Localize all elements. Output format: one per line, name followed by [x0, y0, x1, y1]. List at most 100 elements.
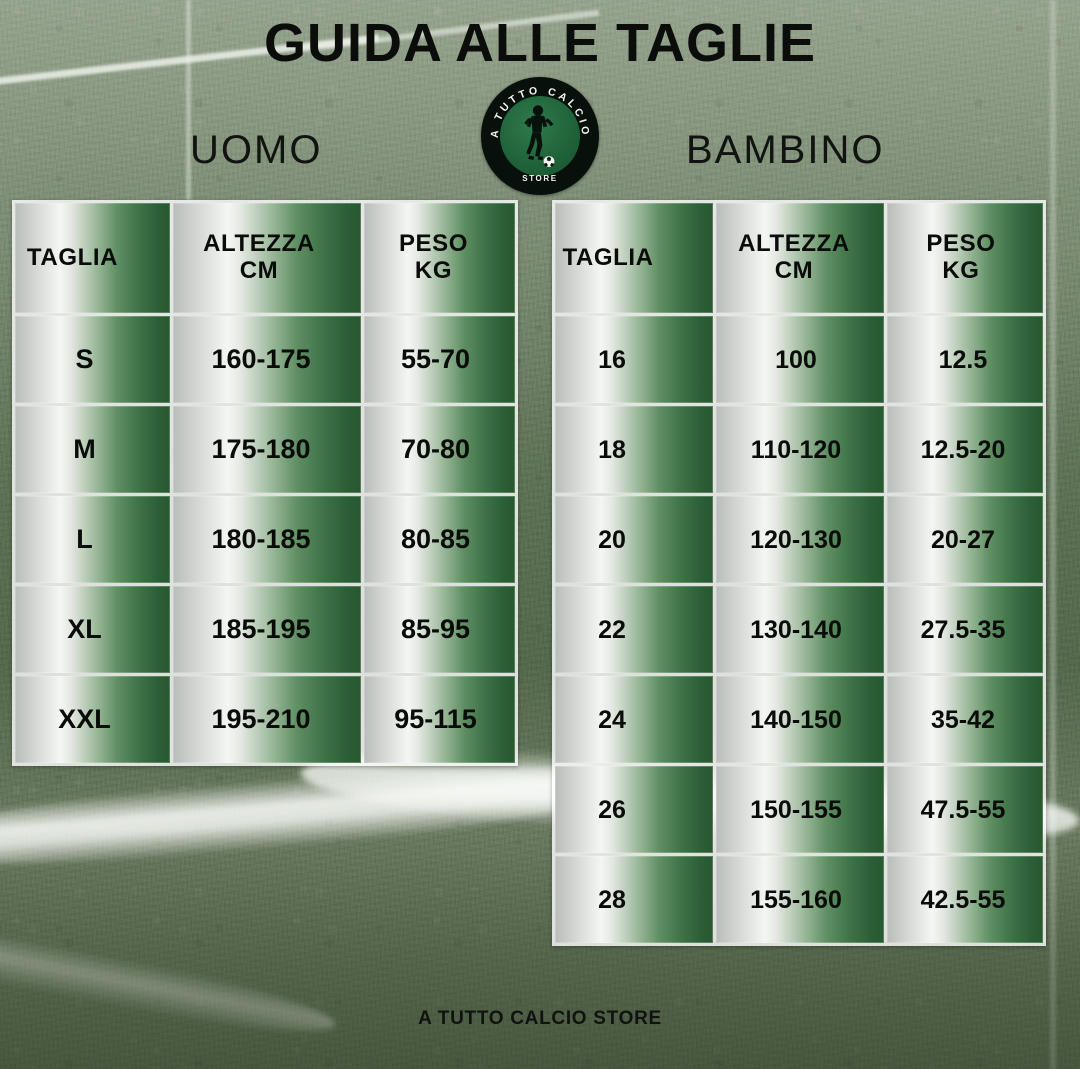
- column-header-altezza-unit: CM: [239, 257, 279, 284]
- pitch-line-vertical-right: [1050, 0, 1056, 1069]
- value-peso: 35-42: [930, 705, 995, 734]
- soccer-player-icon: [524, 105, 555, 167]
- cell-altezza: 140-150: [716, 676, 884, 763]
- cell-peso: 27.5-35: [886, 586, 1043, 673]
- cell-taglia: S: [15, 316, 170, 403]
- cell-altezza: 180-185: [173, 496, 361, 583]
- value-peso: 70-80: [400, 434, 471, 465]
- value-taglia: XL: [67, 614, 102, 645]
- column-header-peso-label: PESO: [398, 230, 469, 258]
- value-taglia: M: [73, 434, 96, 465]
- column-header-altezza-label: ALTEZZA: [203, 230, 315, 258]
- cell-peso: 55-70: [364, 316, 515, 403]
- logo-store-text: STORE: [522, 174, 557, 183]
- column-header-taglia-label: TAGLIA: [26, 243, 119, 271]
- cell-taglia: 28: [555, 856, 714, 943]
- cell-altezza: 120-130: [716, 496, 884, 583]
- cell-taglia: M: [15, 406, 170, 493]
- cell-altezza: 155-160: [716, 856, 884, 943]
- value-altezza: 110-120: [750, 435, 842, 464]
- table-row: 16 100 12.5: [555, 316, 1043, 403]
- value-taglia: S: [75, 344, 94, 375]
- cell-peso: 42.5-55: [886, 856, 1043, 943]
- cell-peso: 12.5-20: [886, 406, 1043, 493]
- cell-peso: 20-27: [886, 496, 1043, 583]
- value-peso: 12.5: [938, 345, 988, 374]
- cell-taglia: L: [15, 496, 170, 583]
- cell-peso: 70-80: [364, 406, 515, 493]
- cell-peso: 95-115: [364, 676, 515, 763]
- table-row: L 180-185 80-85: [15, 496, 515, 583]
- value-peso: 12.5-20: [920, 435, 1006, 464]
- table-header-row: TAGLIA ALTEZZA CM PESO KG: [15, 203, 515, 313]
- value-taglia: 22: [598, 615, 626, 644]
- table-row: S 160-175 55-70: [15, 316, 515, 403]
- value-altezza: 180-185: [211, 524, 311, 555]
- column-header-altezza: ALTEZZA CM: [173, 203, 361, 313]
- column-header-altezza-unit: CM: [774, 257, 814, 284]
- column-header-altezza: ALTEZZA CM: [716, 203, 884, 313]
- value-altezza: 160-175: [211, 344, 311, 375]
- cell-taglia: 26: [555, 766, 714, 853]
- value-taglia: XXL: [58, 704, 111, 735]
- section-heading-uomo: UOMO: [190, 128, 323, 172]
- value-taglia: 18: [598, 435, 626, 464]
- value-altezza: 175-180: [211, 434, 311, 465]
- column-header-taglia: TAGLIA: [555, 203, 714, 313]
- cell-peso: 85-95: [364, 586, 515, 673]
- value-peso: 85-95: [400, 614, 471, 645]
- cell-altezza: 175-180: [173, 406, 361, 493]
- column-header-altezza-label: ALTEZZA: [738, 230, 850, 258]
- logo-graphics: A TUTTO CALCIO STORE: [489, 85, 588, 183]
- table-header-row: TAGLIA ALTEZZA CM PESO KG: [555, 203, 1043, 313]
- page-title: GUIDA ALLE TAGLIE: [264, 13, 816, 73]
- value-peso: 42.5-55: [920, 885, 1006, 914]
- column-header-peso: PESO KG: [886, 203, 1043, 313]
- value-peso: 55-70: [400, 344, 471, 375]
- value-taglia: 26: [598, 795, 626, 824]
- value-altezza: 140-150: [750, 705, 842, 734]
- value-taglia: 20: [598, 525, 626, 554]
- value-altezza: 100: [775, 345, 817, 374]
- cell-taglia: 16: [555, 316, 714, 403]
- pitch-line-vertical-left: [186, 0, 191, 200]
- size-table-uomo: TAGLIA ALTEZZA CM PESO KG S 160-175 55-70 …: [12, 200, 518, 766]
- cell-taglia: 22: [555, 586, 714, 673]
- value-taglia: 24: [598, 705, 626, 734]
- footer-brand-text: A TUTTO CALCIO STORE: [418, 1008, 662, 1029]
- cell-peso: 12.5: [886, 316, 1043, 403]
- value-altezza: 150-155: [750, 795, 842, 824]
- value-altezza: 185-195: [211, 614, 311, 645]
- cell-altezza: 195-210: [173, 676, 361, 763]
- column-header-taglia-label: TAGLIA: [562, 243, 654, 271]
- table-row: 22 130-140 27.5-35: [555, 586, 1043, 673]
- column-header-peso-label: PESO: [926, 230, 996, 258]
- cell-altezza: 130-140: [716, 586, 884, 673]
- brand-logo-badge: A TUTTO CALCIO STORE: [481, 77, 599, 195]
- value-peso: 80-85: [400, 524, 471, 555]
- size-table-bambino: TAGLIA ALTEZZA CM PESO KG 16 100 12.5 18 1…: [552, 200, 1046, 946]
- cell-taglia: XXL: [15, 676, 170, 763]
- column-header-peso-unit: KG: [414, 257, 453, 284]
- column-header-peso-unit: KG: [942, 257, 980, 284]
- cell-peso: 47.5-55: [886, 766, 1043, 853]
- value-altezza: 120-130: [750, 525, 842, 554]
- column-header-peso: PESO KG: [364, 203, 515, 313]
- table-row: XXL 195-210 95-115: [15, 676, 515, 763]
- value-peso: 27.5-35: [920, 615, 1006, 644]
- value-peso: 47.5-55: [920, 795, 1006, 824]
- column-header-taglia: TAGLIA: [15, 203, 170, 313]
- value-altezza: 195-210: [211, 704, 311, 735]
- value-taglia: L: [76, 524, 93, 555]
- table-row: 26 150-155 47.5-55: [555, 766, 1043, 853]
- value-peso: 95-115: [394, 704, 477, 735]
- cell-altezza: 160-175: [173, 316, 361, 403]
- table-row: 28 155-160 42.5-55: [555, 856, 1043, 943]
- cell-altezza: 110-120: [716, 406, 884, 493]
- value-taglia: 16: [598, 345, 626, 374]
- value-taglia: 28: [598, 885, 626, 914]
- table-row: 18 110-120 12.5-20: [555, 406, 1043, 493]
- table-row: M 175-180 70-80: [15, 406, 515, 493]
- cell-taglia: 18: [555, 406, 714, 493]
